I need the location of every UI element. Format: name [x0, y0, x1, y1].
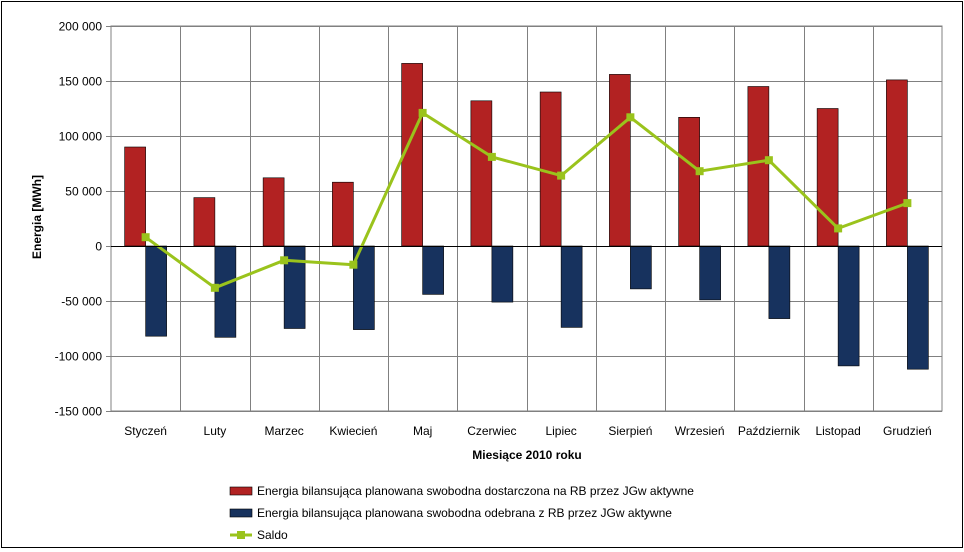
y-tick-label: 150 000 [59, 75, 103, 89]
bar-received [422, 245, 444, 295]
bar-delivered [470, 100, 493, 247]
x-tick-label: Luty [204, 424, 227, 438]
saldo-point [834, 224, 843, 233]
y-tick-label: -100 000 [55, 350, 103, 364]
bar-received [768, 245, 791, 319]
legend-marker-saldo [237, 531, 245, 539]
x-tick-label: Wrzesień [675, 424, 725, 438]
saldo-point [903, 199, 912, 208]
y-tick-label: 0 [95, 240, 102, 254]
legend: Energia bilansująca planowana swobodna d… [229, 484, 694, 542]
y-tick-label: 50 000 [65, 185, 102, 199]
bar-received [907, 245, 929, 370]
bar-received [630, 245, 652, 290]
bar-delivered [886, 79, 908, 247]
legend-label-saldo: Saldo [257, 528, 288, 542]
bar-received [560, 245, 583, 328]
saldo-point [280, 256, 289, 265]
axes: 200 000 150 000 100 000 50 000 0 -50 000 -100 … [55, 20, 942, 438]
bar-delivered [609, 74, 631, 247]
bar-delivered [539, 91, 562, 247]
y-tick-label: -50 000 [61, 295, 102, 309]
bar-received [491, 245, 514, 303]
saldo-point [557, 171, 566, 180]
bar-delivered [262, 177, 285, 247]
saldo-point [418, 108, 427, 117]
x-tick-label: Październik [738, 424, 801, 438]
bar-received [837, 245, 860, 367]
bars [124, 63, 929, 370]
saldo-point [487, 152, 496, 161]
legend-swatch-received [229, 508, 253, 518]
x-tick-label: Kwiecień [329, 424, 377, 438]
x-tick-label: Sierpień [608, 424, 652, 438]
saldo-point [626, 113, 635, 122]
saldo-point [210, 283, 219, 292]
saldo-point [141, 233, 150, 242]
x-tick-label: Styczeń [124, 424, 167, 438]
y-tick-label: 100 000 [59, 130, 103, 144]
saldo-point [764, 156, 773, 165]
x-tick-label: Listopad [815, 424, 860, 438]
saldo-point [695, 167, 704, 176]
y-tick-label: 200 000 [59, 20, 103, 34]
bar-delivered [678, 117, 700, 247]
bar-received [699, 245, 721, 301]
saldo-line-layer [141, 108, 912, 292]
x-tick-label: Grudzień [883, 424, 932, 438]
x-tick-label: Maj [413, 424, 432, 438]
legend-label-delivered: Energia bilansująca planowana swobodna d… [257, 484, 694, 498]
saldo-point [349, 260, 358, 269]
y-tick-label: -150 000 [55, 405, 103, 419]
legend-label-received: Energia bilansująca planowana swobodna o… [257, 506, 672, 520]
x-tick-label: Marzec [264, 424, 303, 438]
y-axis-title: Energia [MWh] [30, 175, 44, 259]
bar-delivered [193, 197, 216, 247]
bar-received [145, 245, 167, 337]
bar-delivered [124, 146, 146, 247]
saldo-line [144, 111, 908, 290]
x-tick-label: Czerwiec [467, 424, 516, 438]
bar-delivered [332, 181, 354, 247]
legend-swatch-delivered [229, 486, 253, 496]
x-tick-label: Lipiec [545, 424, 576, 438]
bar-delivered [747, 86, 770, 247]
x-axis-title: Miesiące 2010 roku [472, 448, 581, 462]
